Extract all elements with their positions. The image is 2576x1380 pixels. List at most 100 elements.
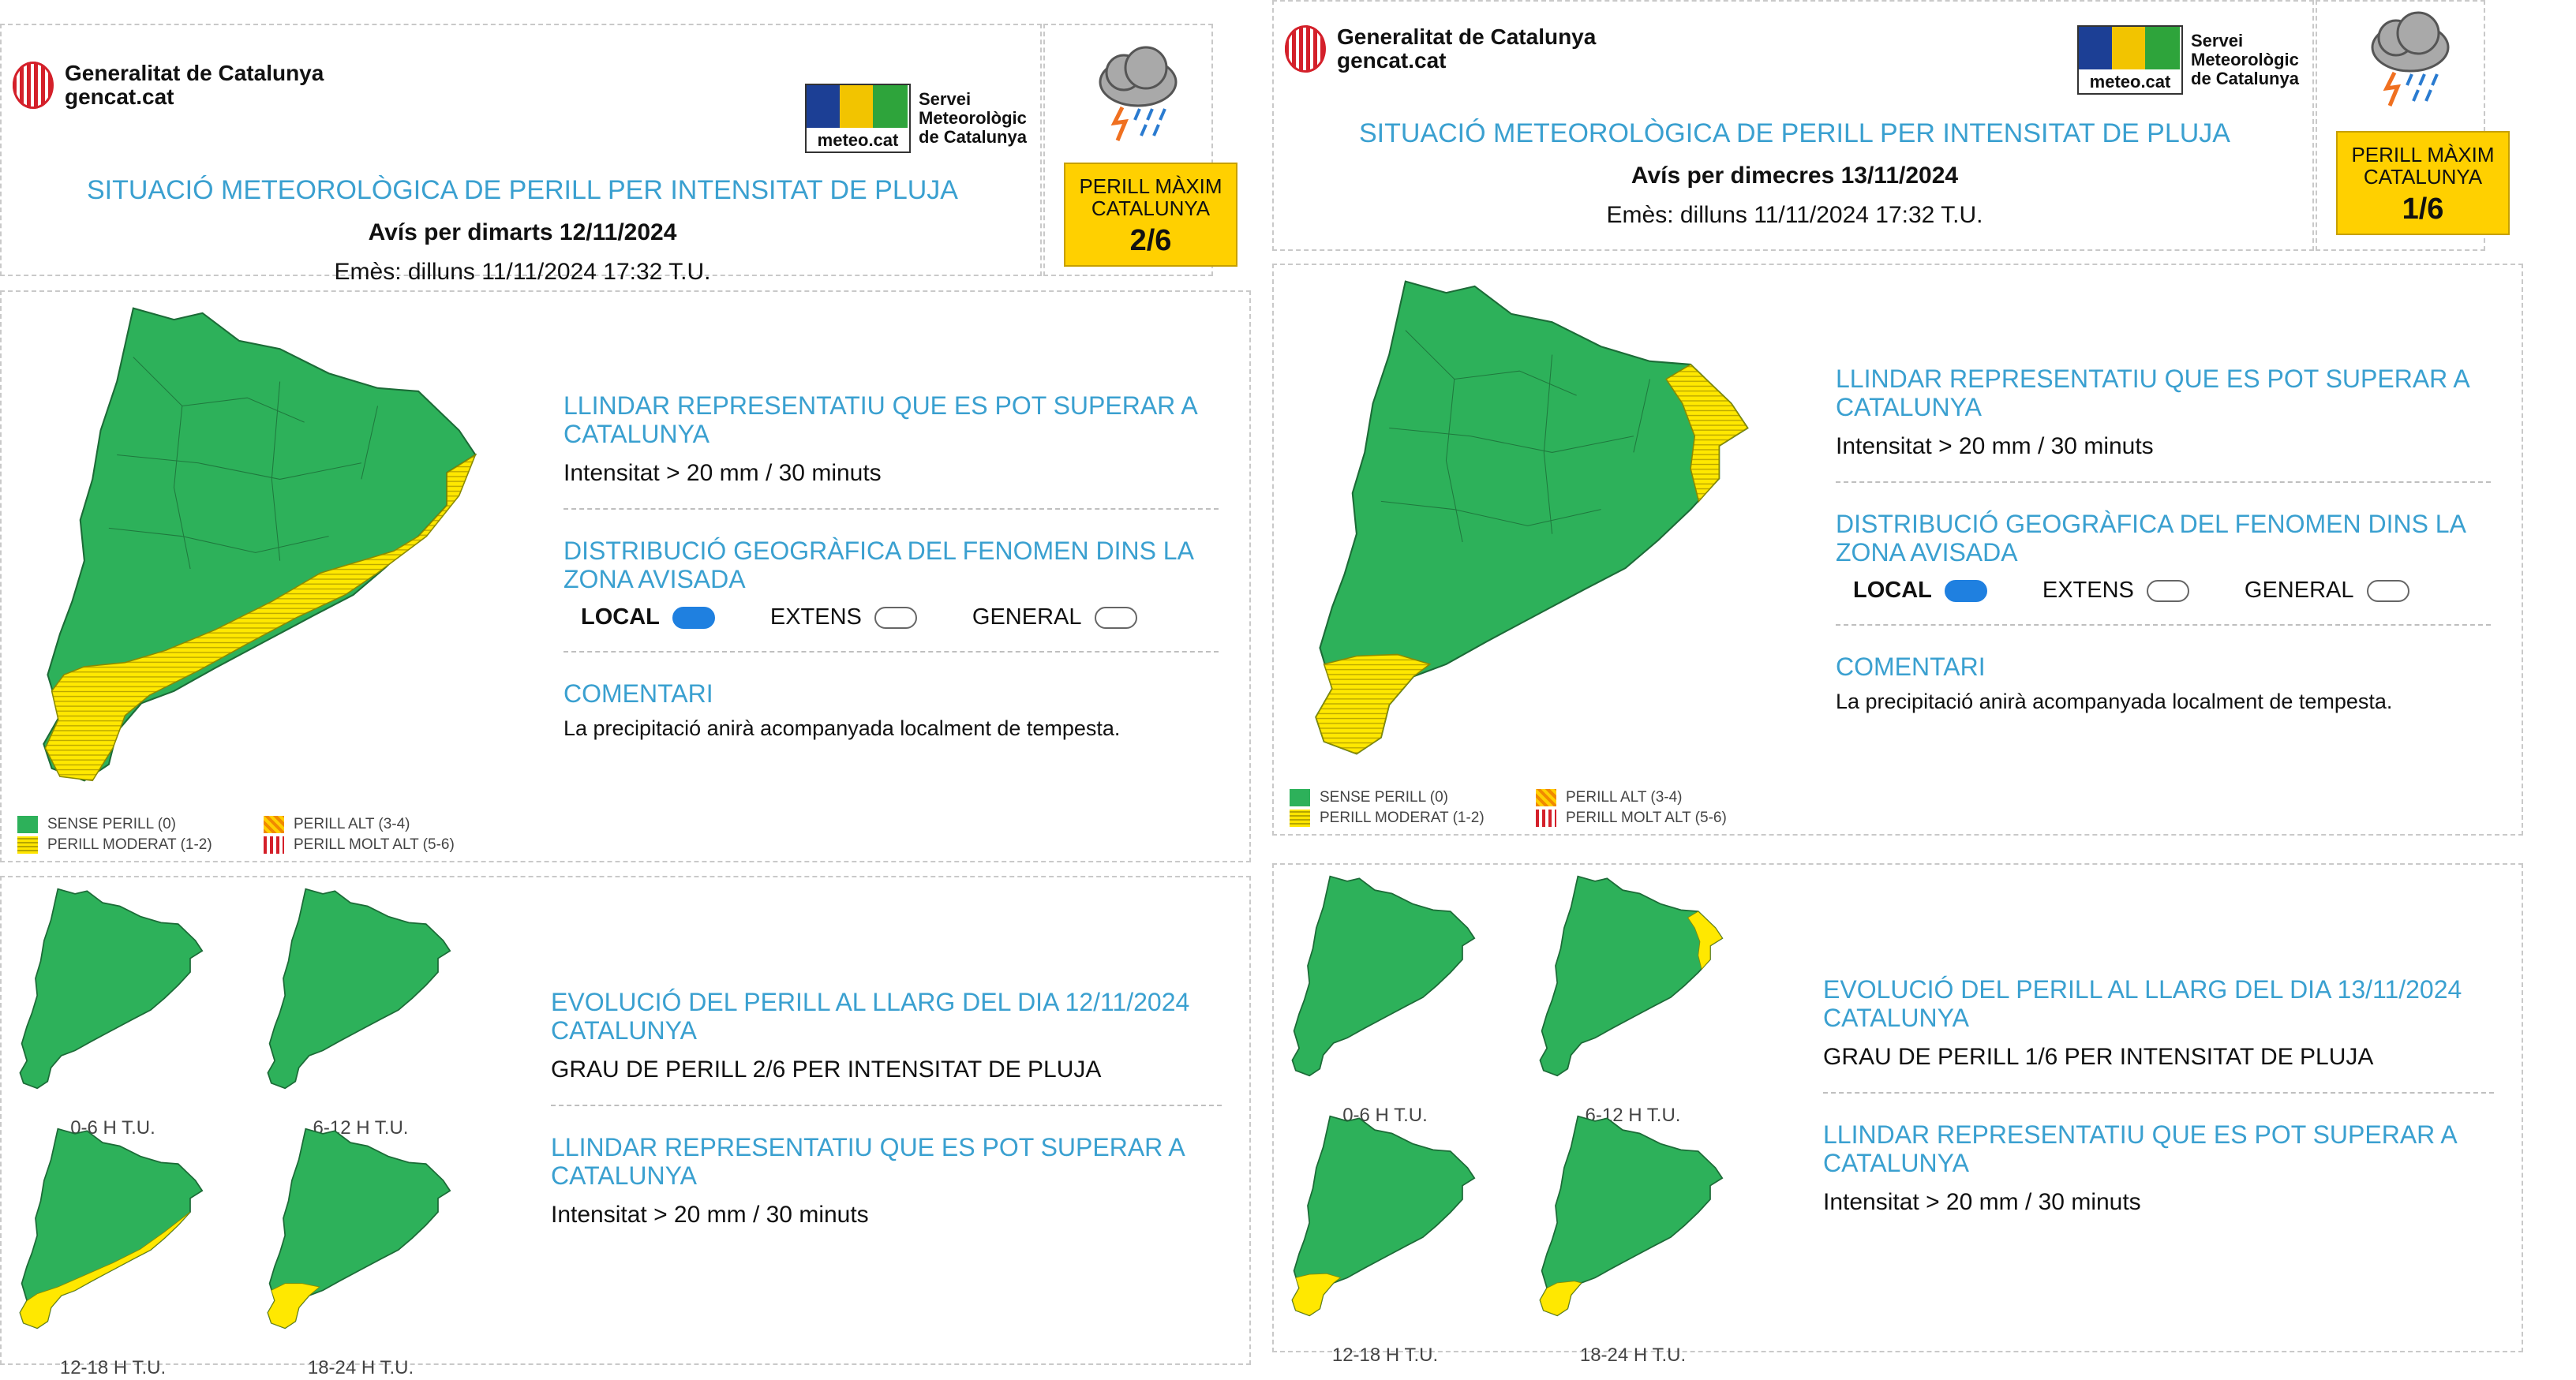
brand-line2: gencat.cat — [1337, 48, 1447, 73]
evolution-title: EVOLUCIÓ DEL PERILL AL LLARG DEL DIA 12/… — [551, 988, 1190, 1045]
divider — [1823, 1092, 2494, 1094]
warning-panel-2: Generalitat de Catalunya gencat.cat mete… — [1272, 0, 2523, 1380]
dist-extens-toggle[interactable] — [2146, 579, 2189, 602]
llindar-title: LLINDAR REPRESENTATIU QUE ES POT SUPERAR… — [1836, 365, 2469, 421]
map-slot-18-24: 18-24 H T.U. — [1534, 1109, 1771, 1366]
evolution-grade: GRAU DE PERILL 1/6 PER INTENSITAT DE PLU… — [1823, 1044, 2374, 1070]
issued-time: Emès: dilluns 11/11/2024 17:32 T.U. — [334, 259, 711, 285]
dist-general-toggle[interactable] — [1094, 606, 1137, 629]
llindar-value: Intensitat > 20 mm / 30 minuts — [564, 460, 882, 486]
senyera-icon — [13, 62, 54, 109]
warning-date: Avís per dimecres 13/11/2024 — [1631, 163, 1959, 189]
divider — [564, 651, 1219, 653]
generalitat-logo[interactable]: Generalitat de Catalunya gencat.cat — [1285, 25, 1596, 73]
dist-local-label: LOCAL — [1853, 578, 1932, 603]
page-title: SITUACIÓ METEOROLÒGICA DE PERILL PER INT… — [87, 175, 958, 205]
dist-local-toggle[interactable] — [672, 606, 715, 629]
legend-alt: PERILL ALT (3-4) — [1566, 789, 1683, 806]
dist-extens-toggle[interactable] — [874, 606, 917, 629]
legend-orange-swatch — [1536, 789, 1556, 806]
smc-line2: Meteorològic — [2191, 50, 2299, 69]
smc-line1: Servei — [919, 89, 972, 109]
dist-general-toggle[interactable] — [2366, 579, 2409, 602]
divider — [564, 508, 1219, 510]
dist-extens-label: EXTENS — [2042, 578, 2134, 603]
max-danger-badge: PERILL MÀXIM CATALUNYA 2/6 — [1064, 163, 1237, 267]
map-slot-0-6: 0-6 H T.U. — [14, 882, 251, 1139]
meteocat-logo[interactable]: meteo.cat Servei Meteorològic de Catalun… — [2077, 25, 2299, 95]
max-danger-label-2: CATALUNYA — [2363, 165, 2483, 189]
dist-local-toggle[interactable] — [1944, 579, 1987, 602]
evolution-llindar-title: LLINDAR REPRESENTATIU QUE ES POT SUPERAR… — [551, 1133, 1184, 1190]
legend-yellow-swatch — [1290, 810, 1310, 827]
catalonia-danger-map — [1315, 280, 1749, 755]
legend-sense: SENSE PERILL (0) — [47, 816, 176, 832]
comment-title: COMENTARI — [564, 679, 713, 708]
evolution-llindar-value: Intensitat > 20 mm / 30 minuts — [551, 1202, 869, 1228]
dist-general-label: GENERAL — [972, 604, 1082, 630]
max-danger-panel: PERILL MÀXIM CATALUNYA 2/6 — [1043, 24, 1237, 276]
brand-line1: Generalitat de Catalunya — [1337, 24, 1597, 49]
max-danger-panel: PERILL MÀXIM CATALUNYA 1/6 — [2316, 0, 2510, 251]
evolution-llindar-title: LLINDAR REPRESENTATIU QUE ES POT SUPERAR… — [1823, 1120, 2456, 1177]
max-danger-value: 1/6 — [2402, 193, 2444, 226]
warning-date: Avís per dimarts 12/11/2024 — [368, 219, 677, 245]
map-legend: SENSE PERILL (0) PERILL ALT (3-4) PERILL… — [1290, 787, 1727, 828]
rain-storm-icon — [1099, 46, 1178, 141]
catalonia-danger-map — [43, 307, 477, 782]
llindar-title: LLINDAR REPRESENTATIU QUE ES POT SUPERAR… — [564, 391, 1196, 448]
evolution-title: EVOLUCIÓ DEL PERILL AL LLARG DEL DIA 13/… — [1823, 975, 2462, 1032]
distribution-toggles: LOCAL EXTENS GENERAL — [564, 604, 1219, 630]
header: Generalitat de Catalunya gencat.cat mete… — [0, 24, 1042, 285]
divider — [551, 1105, 1222, 1106]
legend-molt-alt: PERILL MOLT ALT (5-6) — [294, 836, 455, 853]
smc-line1: Servei — [2191, 31, 2244, 50]
llindar-value: Intensitat > 20 mm / 30 minuts — [1836, 433, 2154, 459]
legend-moderat: PERILL MODERAT (1-2) — [47, 836, 212, 853]
page-title: SITUACIÓ METEOROLÒGICA DE PERILL PER INT… — [1359, 118, 2230, 148]
legend-molt-alt: PERILL MOLT ALT (5-6) — [1566, 810, 1727, 826]
evolution-grade: GRAU DE PERILL 2/6 PER INTENSITAT DE PLU… — [551, 1057, 1102, 1083]
smc-line3: de Catalunya — [2191, 69, 2299, 88]
generalitat-logo[interactable]: Generalitat de Catalunya gencat.cat — [13, 62, 324, 109]
slot-label: 12-18 H T.U. — [59, 1357, 167, 1378]
max-danger-badge: PERILL MÀXIM CATALUNYA 1/6 — [2336, 131, 2510, 235]
max-danger-label-2: CATALUNYA — [1091, 196, 1211, 220]
legend-red-swatch — [1536, 810, 1556, 827]
map-slot-6-12: 6-12 H T.U. — [262, 882, 499, 1139]
warning-panel-1: Generalitat de Catalunya gencat.cat mete… — [0, 0, 1251, 1380]
distribution-title: DISTRIBUCIÓ GEOGRÀFICA DEL FENOMEN DINS … — [564, 537, 1193, 593]
evolution-section: 0-6 H T.U. 6-12 H T.U. 12-18 H T.U. 18-2… — [0, 876, 1251, 1378]
slot-label: 18-24 H T.U. — [307, 1357, 414, 1378]
map-slot-12-18: 12-18 H T.U. — [1286, 1109, 1523, 1366]
brand-line2: gencat.cat — [65, 84, 174, 109]
dist-local-label: LOCAL — [581, 604, 660, 630]
divider — [1836, 624, 2491, 626]
meteocat-logo[interactable]: meteo.cat Servei Meteorològic de Catalun… — [805, 84, 1027, 153]
max-danger-label-1: PERILL MÀXIM — [1079, 174, 1222, 198]
comment-title: COMENTARI — [1836, 653, 1986, 681]
divider — [1836, 481, 2491, 483]
smc-line3: de Catalunya — [919, 127, 1027, 147]
legend-green-swatch — [1290, 789, 1310, 806]
issued-time: Emès: dilluns 11/11/2024 17:32 T.U. — [1606, 202, 1983, 228]
meteocat-logo-text: meteo.cat — [817, 130, 899, 150]
meteocat-logo-text: meteo.cat — [2089, 72, 2171, 92]
comment-text: La precipitació anirà acompanyada localm… — [1836, 690, 2393, 713]
main-section: SENSE PERILL (0) PERILL ALT (3-4) PERILL… — [1272, 264, 2523, 836]
distribution-toggles: LOCAL EXTENS GENERAL — [1836, 578, 2491, 604]
meteocat-flag-icon: meteo.cat — [805, 84, 911, 153]
legend-moderat: PERILL MODERAT (1-2) — [1320, 810, 1485, 826]
map-legend: SENSE PERILL (0) PERILL ALT (3-4) PERILL… — [17, 814, 455, 855]
legend-yellow-swatch — [17, 836, 38, 854]
legend-red-swatch — [264, 836, 284, 854]
slot-label: 18-24 H T.U. — [1579, 1344, 1687, 1366]
legend-green-swatch — [17, 816, 38, 833]
max-danger-value: 2/6 — [1129, 224, 1172, 257]
evolution-llindar-value: Intensitat > 20 mm / 30 minuts — [1823, 1189, 2141, 1215]
evolution-section: 0-6 H T.U. 6-12 H T.U. 12-18 H T.U. 18-2… — [1272, 863, 2523, 1366]
map-slot-0-6: 0-6 H T.U. — [1286, 870, 1523, 1126]
distribution-title: DISTRIBUCIÓ GEOGRÀFICA DEL FENOMEN DINS … — [1836, 510, 2466, 567]
dist-extens-label: EXTENS — [769, 604, 862, 630]
rain-storm-icon — [2371, 11, 2450, 107]
